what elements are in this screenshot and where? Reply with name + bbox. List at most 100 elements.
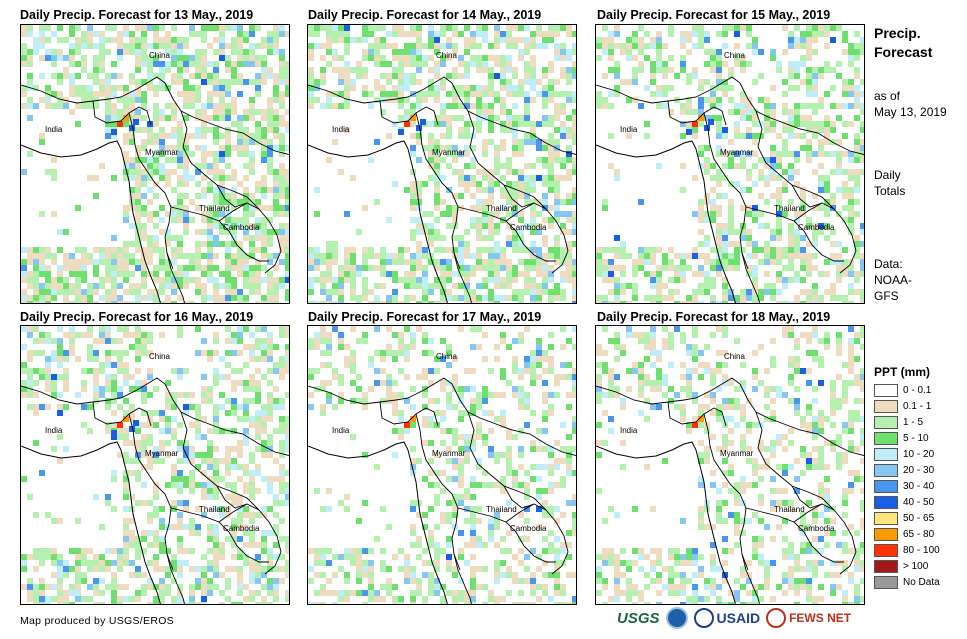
legend-swatch	[874, 575, 898, 589]
legend-swatch	[874, 415, 898, 429]
noaa-logo-icon	[665, 607, 688, 629]
country-border	[793, 503, 835, 523]
country-label-myanmar: Myanmar	[720, 449, 754, 458]
country-border	[457, 206, 556, 262]
country-label-thailand: Thailand	[199, 204, 230, 213]
country-label-myanmar: Myanmar	[432, 148, 466, 157]
legend-swatch	[874, 543, 898, 557]
coastline	[308, 441, 448, 604]
forecast-map-5: China India Myanmar Thailand Cambodia	[307, 325, 577, 605]
panel-title-1: Daily Precip. Forecast for 13 May., 2019	[20, 8, 254, 22]
precip-cells	[596, 326, 864, 604]
forecast-map-1: China India Myanmar Thailand Cambodia	[20, 24, 290, 304]
country-label-thailand: Thailand	[199, 505, 230, 514]
country-border	[451, 82, 576, 155]
country-border	[170, 206, 269, 262]
legend-item: 1 - 5	[874, 414, 940, 430]
legend-item: 50 - 65	[874, 510, 940, 526]
country-label-china: China	[149, 352, 170, 361]
country-label-myanmar: Myanmar	[145, 449, 179, 458]
country-border	[92, 100, 152, 126]
country-border	[596, 377, 741, 405]
legend-swatch	[874, 383, 898, 397]
country-label-thailand: Thailand	[486, 204, 517, 213]
legend-label: 80 - 100	[903, 544, 940, 556]
country-border	[308, 76, 453, 104]
country-border	[741, 252, 760, 303]
country-border	[755, 411, 857, 575]
country-border	[667, 100, 727, 126]
country-border	[308, 377, 453, 405]
country-border	[505, 202, 547, 222]
country-label-china: China	[724, 51, 745, 60]
country-border	[453, 553, 472, 604]
country-label-myanmar: Myanmar	[432, 449, 466, 458]
precip-map-canvas: China India Myanmar Thailand Cambodia	[596, 25, 864, 303]
legend-item: 0 - 0.1	[874, 382, 940, 398]
legend-label: 0.1 - 1	[903, 400, 932, 412]
country-border	[596, 76, 741, 104]
country-border	[467, 411, 569, 575]
forecast-map-3: China India Myanmar Thailand Cambodia	[595, 24, 865, 304]
legend-label: 1 - 5	[903, 416, 924, 428]
legend-label: No Data	[903, 576, 940, 588]
country-label-myanmar: Myanmar	[720, 148, 754, 157]
country-border	[180, 411, 282, 575]
legend-label: 50 - 65	[903, 512, 935, 524]
country-border	[21, 76, 166, 104]
data-line1: Data:	[874, 257, 903, 271]
legend-swatch	[874, 431, 898, 445]
legend-item: 5 - 10	[874, 430, 940, 446]
coastline	[21, 140, 161, 303]
side-title-line1: Precip.	[874, 25, 921, 41]
forecast-map-4: China India Myanmar Thailand Cambodia	[20, 325, 290, 605]
legend-item: 0.1 - 1	[874, 398, 940, 414]
country-border	[793, 202, 835, 222]
usaid-logo-text: USAID	[716, 610, 761, 626]
country-label-india: India	[620, 125, 638, 134]
country-label-cambodia: Cambodia	[798, 223, 835, 232]
country-border	[180, 110, 282, 274]
country-border	[505, 503, 547, 523]
country-border	[216, 485, 248, 509]
country-label-china: China	[149, 51, 170, 60]
legend-label: 65 - 80	[903, 528, 935, 540]
legend-label: 30 - 40	[903, 480, 935, 492]
precip-cells	[596, 25, 864, 303]
country-label-myanmar: Myanmar	[145, 148, 179, 157]
coastline	[21, 441, 161, 604]
legend-item: No Data	[874, 574, 940, 590]
precip-map-canvas: China India Myanmar Thailand Cambodia	[21, 25, 289, 303]
country-border	[703, 413, 749, 571]
legend-swatch	[874, 495, 898, 509]
country-border	[451, 383, 576, 456]
legend-item: 80 - 100	[874, 542, 940, 558]
legend-swatch	[874, 527, 898, 541]
side-title-line2: Forecast	[874, 44, 933, 60]
fews-seal-icon	[766, 608, 787, 628]
country-border	[166, 553, 185, 604]
forecast-map-6: China India Myanmar Thailand Cambodia	[595, 325, 865, 605]
legend-label: 5 - 10	[903, 432, 929, 444]
precip-map-canvas: China India Myanmar Thailand Cambodia	[308, 326, 576, 604]
country-border	[415, 112, 461, 270]
legend-swatch	[874, 463, 898, 477]
country-label-cambodia: Cambodia	[510, 524, 547, 533]
side-title: Precip. Forecast	[874, 24, 932, 62]
country-label-cambodia: Cambodia	[223, 524, 260, 533]
country-border	[170, 507, 269, 563]
precip-cells	[21, 326, 289, 604]
precip-cells	[21, 25, 289, 303]
country-border	[218, 202, 260, 222]
precip-cells	[308, 25, 576, 303]
fews-logo-text: FEWS NET	[789, 611, 852, 625]
coastline	[308, 140, 448, 303]
coastline	[596, 140, 736, 303]
country-border	[166, 252, 185, 303]
precip-map-canvas: China India Myanmar Thailand Cambodia	[596, 326, 864, 604]
legend-label: 40 - 50	[903, 496, 935, 508]
legend-item: 20 - 30	[874, 462, 940, 478]
country-border	[739, 82, 864, 155]
country-border	[503, 184, 535, 208]
legend-label: 10 - 20	[903, 448, 935, 460]
